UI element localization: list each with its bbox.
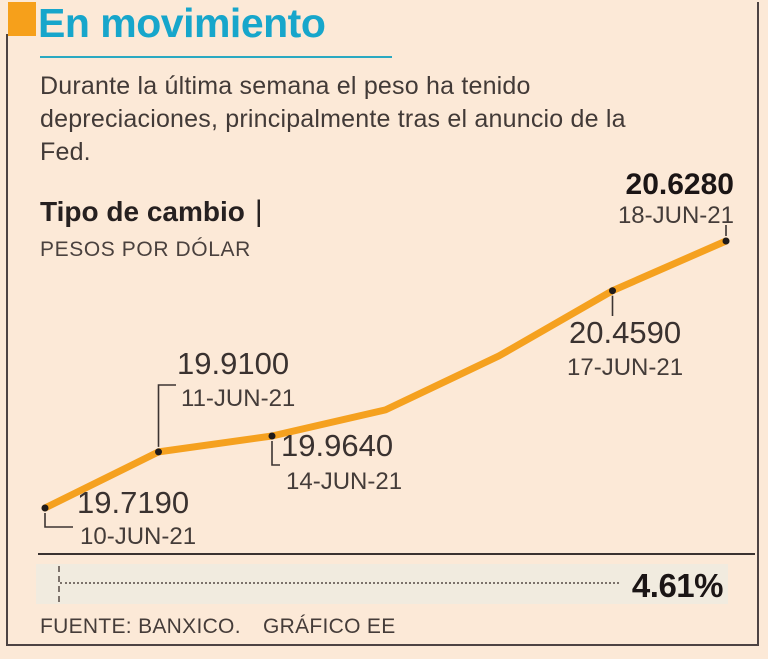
callout-lines	[44, 225, 727, 528]
bar-dotted-line	[60, 582, 619, 584]
point-date-11jun: 11-JUN-21	[181, 385, 296, 412]
bar-start-tick	[58, 566, 60, 602]
frame-border-right	[757, 2, 759, 646]
description-line-2: depreciaciones, principalmente tras el a…	[40, 105, 626, 133]
point-value-10jun: 19.7190	[77, 485, 190, 520]
source-label: FUENTE: BANXICO.	[40, 615, 241, 638]
change-percent-value: 4.61%	[631, 567, 724, 604]
chart-subtitle: PESOS POR DÓLAR	[40, 238, 251, 261]
title-bullet-square	[8, 2, 36, 36]
chart-title-text: Tipo de cambio	[40, 196, 245, 227]
x-axis-line	[38, 553, 755, 555]
point-date-14jun: 14-JUN-21	[286, 468, 403, 495]
page-title: En movimiento	[38, 0, 326, 46]
graphic-credit-label: GRÁFICO EE	[263, 615, 396, 638]
point-value-14jun: 19.9640	[281, 428, 394, 463]
point-date-18jun: 18-JUN-21	[617, 202, 734, 229]
change-bar: 4.61%	[36, 564, 728, 604]
frame-border-left	[6, 34, 8, 646]
point-value-11jun: 19.9100	[177, 346, 290, 381]
data-point-markers	[41, 237, 730, 512]
title-underline	[40, 56, 392, 58]
description-line-1: Durante la última semana el peso ha teni…	[40, 72, 531, 100]
description-line-3: Fed.	[40, 138, 91, 166]
point-value-18jun: 20.6280	[625, 168, 734, 201]
chart-title: Tipo de cambio |	[40, 195, 263, 229]
title-separator-bar: |	[254, 195, 263, 228]
point-date-10jun: 10-JUN-21	[80, 523, 197, 550]
point-value-17jun: 20.4590	[569, 315, 682, 350]
description: Durante la última semana el peso ha teni…	[40, 70, 720, 169]
frame-border-bottom	[6, 644, 759, 646]
point-date-17jun: 17-JUN-21	[567, 354, 684, 381]
